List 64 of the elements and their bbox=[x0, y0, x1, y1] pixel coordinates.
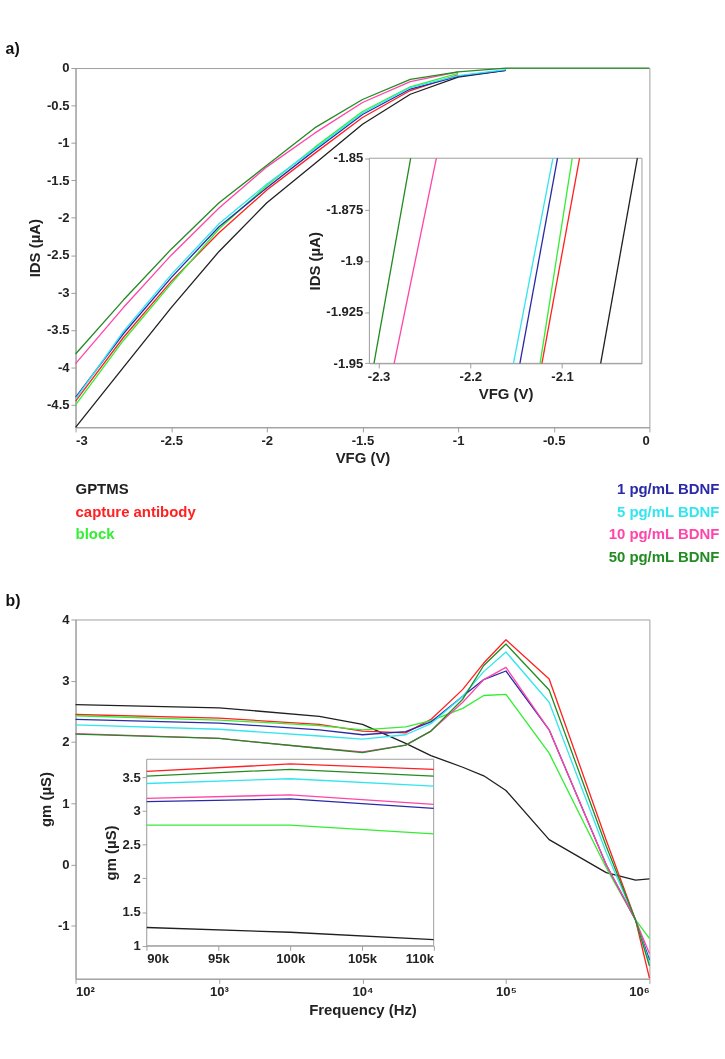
y-tick-label: 0 bbox=[62, 856, 70, 872]
text: 1 pg/mL BDNF bbox=[616, 480, 720, 498]
y-tick-label: -2 bbox=[57, 209, 70, 225]
y-tick-label: 1 bbox=[62, 795, 70, 811]
x-tick-label: -1.5 bbox=[351, 432, 375, 448]
y-tick-label: -0.5 bbox=[47, 97, 70, 113]
y-tick-label: 3.5 bbox=[122, 769, 141, 785]
x-tick-label: -0.5 bbox=[543, 432, 566, 448]
text: 5 pg/mL BDNF bbox=[616, 502, 720, 520]
text: 10 pg/mL BDNF bbox=[608, 525, 720, 543]
x-axis-title: Frequency (Hz) bbox=[309, 1000, 417, 1018]
text: capture antibody bbox=[75, 502, 197, 520]
y-tick-label: 4 bbox=[62, 611, 71, 627]
y-tick-label: -1.875 bbox=[326, 201, 364, 217]
x-tick-label: -1 bbox=[452, 432, 465, 448]
x-tick-label: -2.2 bbox=[459, 368, 483, 384]
x-axis-title: VFG (V) bbox=[335, 449, 391, 467]
y-tick-label: -3.5 bbox=[47, 322, 70, 338]
y-tick-label: -2.5 bbox=[47, 247, 70, 263]
y-tick-label: 0 bbox=[62, 60, 70, 76]
x-axis-title: VFG (V) bbox=[478, 385, 534, 403]
y-tick-label: -4 bbox=[57, 359, 71, 375]
y-tick-label: 3 bbox=[133, 803, 141, 819]
x-tick-label: -2.3 bbox=[367, 368, 391, 384]
text: GPTMS bbox=[75, 480, 129, 498]
x-tick-label: -2.5 bbox=[160, 432, 183, 448]
y-tick-label: -1 bbox=[57, 135, 70, 151]
y-tick-label: -1.95 bbox=[333, 355, 364, 371]
x-tick-label: -3 bbox=[76, 432, 88, 448]
y-tick-label: 2 bbox=[133, 870, 141, 886]
x-tick-label: 0 bbox=[642, 432, 650, 448]
x-tick-label: 90k bbox=[147, 950, 170, 966]
x-tick-label: -2 bbox=[261, 432, 274, 448]
y-tick-label: -4.5 bbox=[47, 397, 70, 413]
y-tick-label: 1 bbox=[133, 937, 141, 953]
x-tick-label: 105k bbox=[347, 950, 378, 966]
y-tick-label: -1.5 bbox=[47, 172, 70, 188]
y-tick-label: 3 bbox=[62, 673, 70, 689]
y-axis-title: IDS (µA) bbox=[305, 232, 323, 291]
x-tick-label: 100k bbox=[276, 950, 306, 966]
x-tick-label: -2.1 bbox=[551, 368, 574, 384]
x-tick-label: 10⁴ bbox=[352, 984, 374, 999]
x-tick-label: 10⁶ bbox=[629, 984, 650, 999]
x-tick-label: 10³ bbox=[210, 984, 230, 999]
x-tick-label: 110k bbox=[405, 950, 435, 966]
x-tick-label: 95k bbox=[208, 950, 231, 966]
y-axis-title: IDS (µA) bbox=[26, 218, 44, 278]
y-tick-label: -3 bbox=[57, 284, 70, 300]
chart-title: a) bbox=[5, 40, 20, 58]
y-tick-label: -1.9 bbox=[340, 252, 364, 268]
y-axis-title: gm (µS) bbox=[101, 825, 119, 881]
y-tick-label: -1.925 bbox=[326, 304, 364, 320]
chart-title: b) bbox=[5, 591, 21, 609]
y-tick-label: 2 bbox=[62, 734, 70, 750]
x-tick-label: 10² bbox=[76, 984, 96, 999]
text: 50 pg/mL BDNF bbox=[608, 547, 720, 565]
text: block bbox=[75, 525, 116, 543]
line-series bbox=[74, 67, 651, 355]
y-tick-label: 2.5 bbox=[122, 836, 141, 852]
y-tick-label: -1 bbox=[57, 918, 70, 934]
y-axis-title: gm (µS) bbox=[37, 772, 55, 828]
y-tick-label: 1.5 bbox=[122, 904, 141, 920]
x-tick-label: 10⁵ bbox=[496, 984, 517, 999]
y-tick-label: -1.85 bbox=[333, 150, 364, 166]
